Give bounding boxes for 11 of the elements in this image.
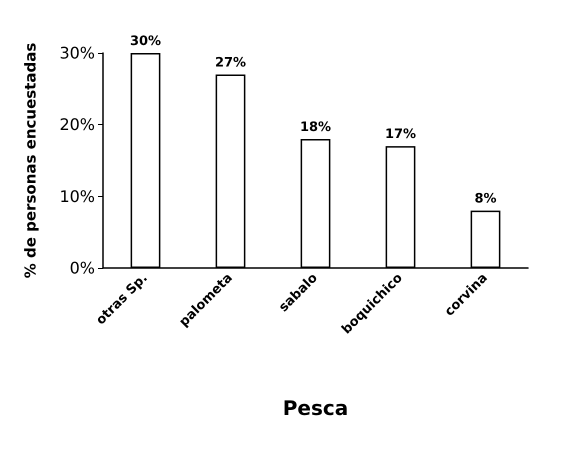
y-tick-label: 20% xyxy=(59,115,95,134)
y-tick-label: 10% xyxy=(59,186,95,206)
x-axis-title: Pesca xyxy=(282,396,348,420)
y-axis-title: % de personas encuestadas xyxy=(22,42,40,278)
y-tick-label: 0% xyxy=(70,258,95,278)
y-tick-label: 30% xyxy=(59,44,95,62)
data-label: 30% xyxy=(130,34,162,49)
data-label: 18% xyxy=(300,120,332,135)
data-label: 8% xyxy=(474,192,497,207)
data-label: 17% xyxy=(384,127,416,142)
data-label: 27% xyxy=(214,56,246,70)
